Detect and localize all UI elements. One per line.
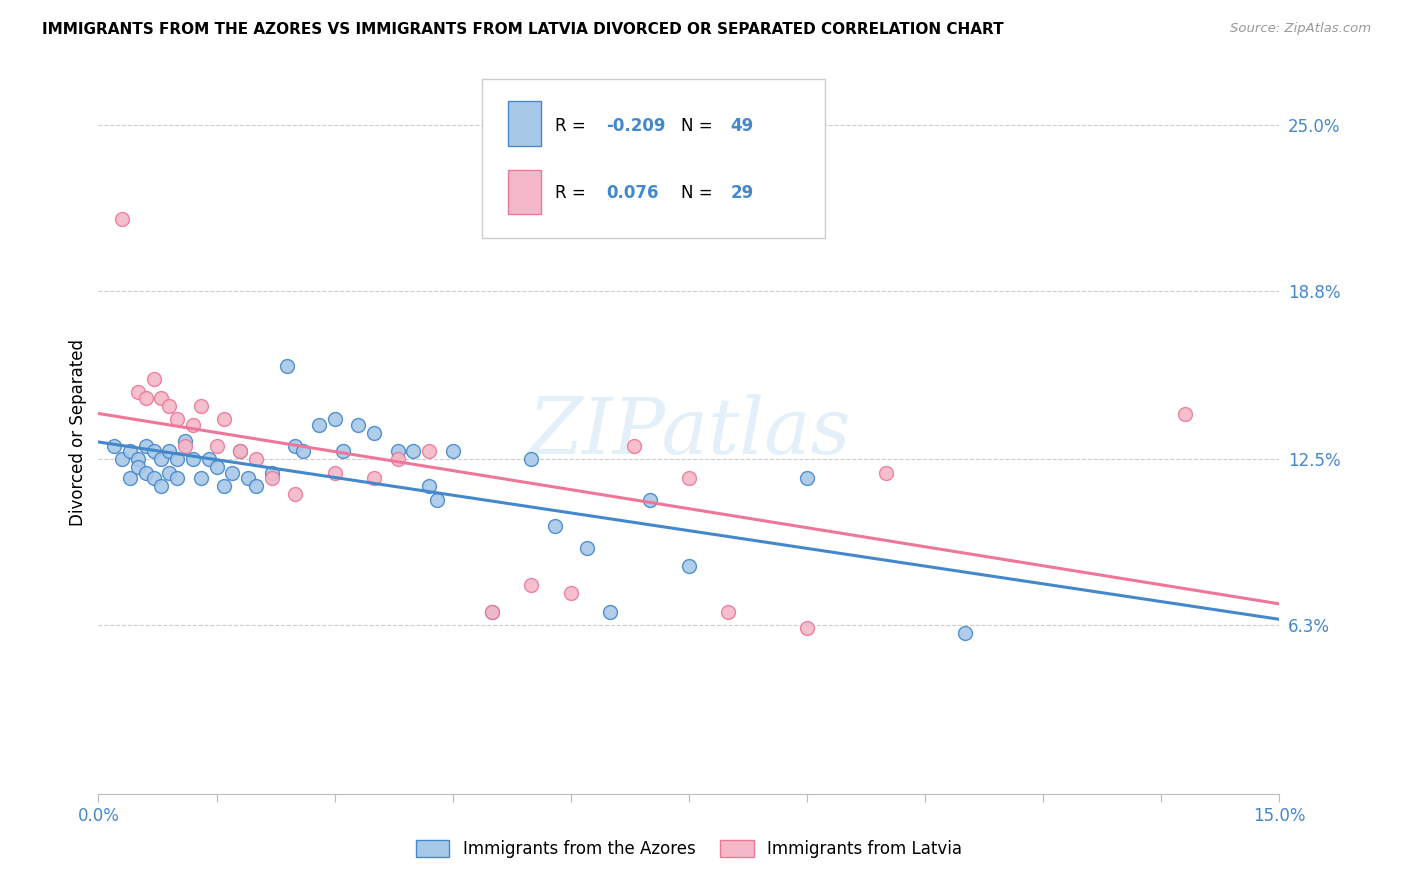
Point xyxy=(190,471,212,485)
Point xyxy=(118,471,141,485)
Point xyxy=(599,605,621,619)
Point xyxy=(292,444,315,458)
Point xyxy=(236,471,259,485)
Point xyxy=(214,479,236,493)
Text: Source: ZipAtlas.com: Source: ZipAtlas.com xyxy=(1230,22,1371,36)
Point xyxy=(520,578,543,592)
Point xyxy=(166,412,188,426)
Point xyxy=(103,439,125,453)
Point xyxy=(197,452,219,467)
Point xyxy=(111,452,134,467)
Point xyxy=(481,605,503,619)
Point xyxy=(205,460,228,475)
Point xyxy=(418,444,440,458)
Text: 29: 29 xyxy=(730,184,754,202)
Point xyxy=(111,211,134,226)
Point xyxy=(142,471,165,485)
Point xyxy=(953,626,976,640)
Point xyxy=(544,519,567,533)
Point xyxy=(127,385,149,400)
Point xyxy=(323,412,346,426)
Point xyxy=(135,466,157,480)
Point xyxy=(575,541,598,555)
Point xyxy=(323,466,346,480)
Text: N =: N = xyxy=(681,184,717,202)
Point xyxy=(245,452,267,467)
Point xyxy=(717,605,740,619)
Point xyxy=(387,452,409,467)
Text: 49: 49 xyxy=(730,117,754,135)
Point xyxy=(284,439,307,453)
Point xyxy=(127,452,149,467)
Point xyxy=(678,471,700,485)
Point xyxy=(387,444,409,458)
Y-axis label: Divorced or Separated: Divorced or Separated xyxy=(69,339,87,526)
Point xyxy=(481,605,503,619)
Bar xyxy=(508,101,541,145)
Point xyxy=(142,444,165,458)
Text: 0.076: 0.076 xyxy=(606,184,659,202)
Point xyxy=(308,417,330,432)
Point xyxy=(638,492,661,507)
Point xyxy=(623,439,645,453)
Point xyxy=(135,391,157,405)
Point xyxy=(205,439,228,453)
Point xyxy=(520,452,543,467)
Point xyxy=(127,460,149,475)
Point xyxy=(284,487,307,501)
Point xyxy=(181,452,204,467)
Point xyxy=(142,372,165,386)
Bar xyxy=(508,169,541,214)
Point xyxy=(363,471,385,485)
Point xyxy=(260,471,283,485)
Point xyxy=(796,471,818,485)
Point xyxy=(166,452,188,467)
Point xyxy=(229,444,252,458)
Point xyxy=(157,399,180,413)
Text: R =: R = xyxy=(555,117,592,135)
Point xyxy=(135,439,157,453)
Point xyxy=(245,479,267,493)
Point xyxy=(560,586,582,600)
Point xyxy=(1174,407,1197,421)
Point xyxy=(221,466,243,480)
Point xyxy=(363,425,385,440)
Point xyxy=(214,412,236,426)
Point xyxy=(166,471,188,485)
Text: -0.209: -0.209 xyxy=(606,117,666,135)
Point xyxy=(796,621,818,635)
Point xyxy=(441,444,464,458)
Point xyxy=(157,444,180,458)
Point xyxy=(118,444,141,458)
Point xyxy=(190,399,212,413)
Point xyxy=(276,359,298,373)
Point xyxy=(402,444,425,458)
Point xyxy=(260,466,283,480)
Point xyxy=(347,417,370,432)
Point xyxy=(418,479,440,493)
Point xyxy=(150,452,173,467)
Point xyxy=(181,417,204,432)
Point xyxy=(875,466,897,480)
Point xyxy=(157,466,180,480)
Point xyxy=(332,444,354,458)
Text: R =: R = xyxy=(555,184,592,202)
Point xyxy=(678,559,700,574)
Point xyxy=(229,444,252,458)
Text: N =: N = xyxy=(681,117,717,135)
Text: IMMIGRANTS FROM THE AZORES VS IMMIGRANTS FROM LATVIA DIVORCED OR SEPARATED CORRE: IMMIGRANTS FROM THE AZORES VS IMMIGRANTS… xyxy=(42,22,1004,37)
Point xyxy=(174,434,197,448)
Text: ZIPatlas: ZIPatlas xyxy=(527,394,851,471)
Legend: Immigrants from the Azores, Immigrants from Latvia: Immigrants from the Azores, Immigrants f… xyxy=(409,833,969,865)
FancyBboxPatch shape xyxy=(482,78,825,237)
Point xyxy=(426,492,449,507)
Point xyxy=(150,479,173,493)
Point xyxy=(174,439,197,453)
Point xyxy=(150,391,173,405)
